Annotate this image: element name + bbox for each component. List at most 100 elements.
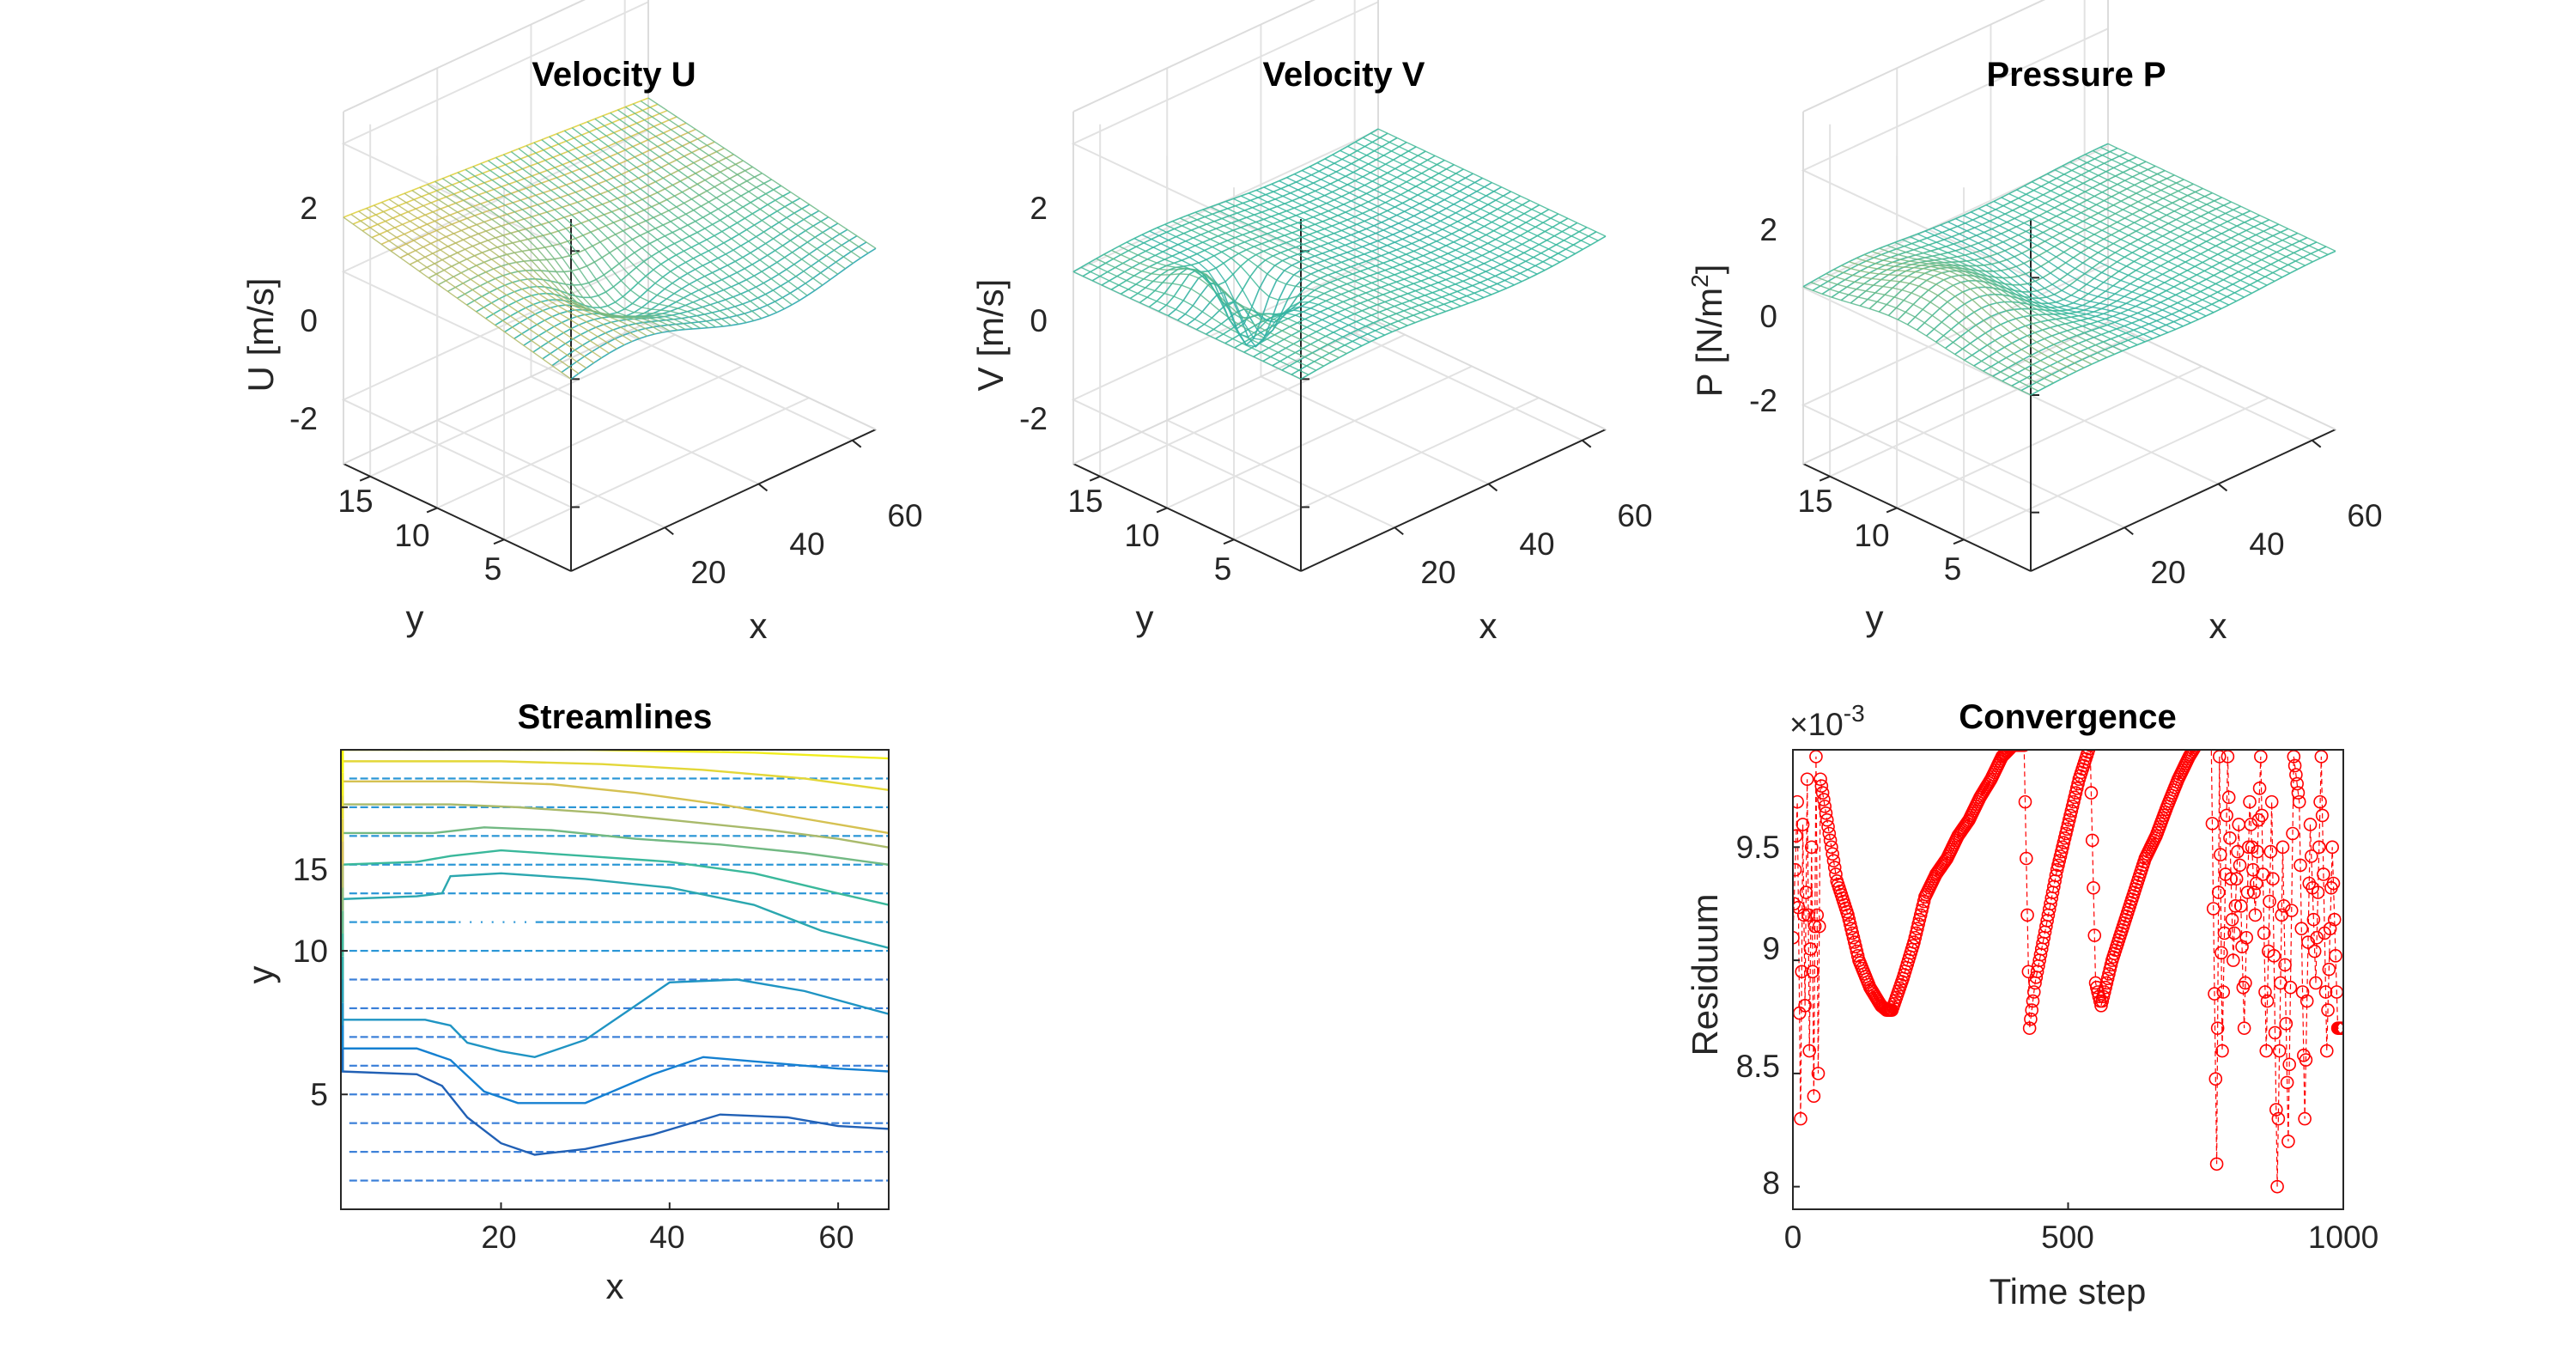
velocity-u-plot: Velocity U 2 0 -2 U [m/s] 15 10 5 y 20 4… (240, 0, 923, 646)
streamlines-xtick-60: 60 (818, 1220, 854, 1255)
convergence-marker (2298, 1111, 2312, 1126)
pressure-p-ytick-15: 15 (1797, 484, 1832, 519)
convergence-marker (2284, 904, 2299, 917)
convergence-tick-marks (1792, 846, 2344, 1209)
convergence-marker (2209, 1157, 2224, 1171)
convergence-marker (1793, 930, 1800, 945)
convergence-marker (2082, 750, 2096, 756)
convergence-ytick-9.5: 9.5 (1736, 830, 1780, 865)
convergence-series-residuum (1793, 733, 2343, 1194)
convergence-marker (2206, 902, 2221, 916)
convergence-marker (2280, 1075, 2294, 1090)
convergence-marker (2276, 899, 2291, 913)
convergence-marker (1817, 793, 1831, 806)
velocity-u-xtick-40: 40 (789, 526, 824, 562)
convergence-marker (2205, 733, 2217, 745)
convergence-marker (1802, 1044, 1817, 1058)
convergence-marker (2299, 1053, 2313, 1067)
convergence-marker (2026, 985, 2041, 999)
convergence-marker (2049, 868, 2063, 883)
velocity-v-xtick-60: 60 (1617, 498, 1652, 533)
convergence-marker (2259, 1044, 2274, 1058)
convergence-marker (1822, 826, 1837, 841)
convergence-marker (2309, 976, 2323, 990)
velocity-u-ztick-0: 0 (300, 303, 318, 338)
convergence-marker (2085, 833, 2099, 848)
velocity-v-axes-box (1071, 0, 1607, 572)
streamlines-curves (341, 750, 889, 1156)
velocity-u-ytick-10: 10 (394, 518, 429, 553)
convergence-marker (2215, 1044, 2229, 1058)
streamlines-axes-frame (340, 749, 890, 1210)
convergence-marker (2248, 908, 2263, 922)
convergence-marker (2018, 794, 2032, 809)
streamlines-quiver-arrows (349, 750, 889, 1182)
streamline-curve (341, 872, 889, 949)
convergence-marker (2024, 1012, 2038, 1026)
velocity-v-zlabel: V [m/s] (970, 279, 1011, 392)
convergence-marker (2303, 818, 2318, 831)
convergence-marker (2313, 794, 2327, 809)
convergence-marker (1793, 897, 1801, 911)
streamlines-xlabel: x (606, 1266, 624, 1306)
convergence-marker (2002, 750, 2016, 757)
convergence-marker (1804, 840, 1819, 855)
pressure-p-xtick-20: 20 (2150, 555, 2185, 590)
velocity-v-ytick-5: 5 (1214, 551, 1232, 587)
streamline-curve (341, 780, 889, 835)
convergence-marker (1793, 794, 1804, 809)
convergence-marker (2251, 844, 2264, 859)
convergence-xtick-0: 0 (1784, 1220, 1802, 1255)
convergence-marker (2220, 808, 2233, 823)
convergence-marker (2291, 786, 2306, 800)
convergence-marker (2202, 733, 2214, 745)
convergence-marker (2019, 750, 2029, 752)
pressure-p-ytick-10: 10 (1854, 518, 1889, 553)
convergence-marker (2281, 1135, 2295, 1148)
velocity-u-ytick-15: 15 (337, 484, 373, 519)
velocity-v-xtick-40: 40 (1519, 526, 1554, 562)
convergence-marker (2228, 899, 2243, 913)
convergence-marker (1826, 854, 1841, 867)
convergence-marker (2255, 808, 2269, 823)
convergence-marker (2006, 750, 2018, 753)
convergence-marker (2196, 733, 2208, 745)
convergence-marker (2201, 733, 2213, 745)
convergence-marker (1807, 1089, 1821, 1104)
convergence-marker (2263, 894, 2276, 909)
convergence-marker (2233, 899, 2248, 913)
convergence-marker (1800, 772, 1814, 787)
streamlines-ytick-10: 10 (293, 934, 328, 969)
convergence-marker (1801, 908, 1815, 922)
convergence-marker (2336, 1021, 2343, 1035)
convergence-marker (2241, 840, 2256, 855)
convergence-marker (2258, 985, 2272, 999)
streamline-curve (341, 826, 889, 866)
streamlines-title: Streamlines (518, 698, 713, 736)
velocity-u-ylabel: y (406, 598, 424, 638)
convergence-marker (2196, 733, 2208, 745)
convergence-marker (2317, 867, 2330, 881)
convergence-marker (1814, 772, 1827, 787)
convergence-marker (2267, 949, 2281, 963)
convergence-marker (2233, 858, 2247, 873)
convergence-marker (2287, 758, 2302, 773)
velocity-v-ylabel: y (1136, 598, 1154, 638)
convergence-plot: Convergence ×10-3 0 500 1000 Time step 9… (1685, 698, 2379, 1311)
convergence-marker (2325, 840, 2339, 855)
convergence-marker (1825, 840, 1838, 855)
convergence-marker (2216, 985, 2231, 999)
convergence-marker (2225, 912, 2239, 927)
convergence-marker (1795, 818, 1810, 831)
convergence-marker (2327, 912, 2342, 927)
velocity-u-ytick-5: 5 (484, 551, 502, 587)
convergence-marker (2192, 736, 2204, 748)
convergence-marker (1819, 806, 1833, 820)
convergence-marker (2026, 994, 2040, 1008)
convergence-marker (2270, 1179, 2284, 1194)
velocity-v-ztick-neg2: -2 (1019, 401, 1048, 436)
convergence-marker (2293, 858, 2307, 873)
convergence-marker (2301, 935, 2315, 949)
convergence-marker (2322, 962, 2336, 977)
convergence-marker (2215, 946, 2228, 960)
